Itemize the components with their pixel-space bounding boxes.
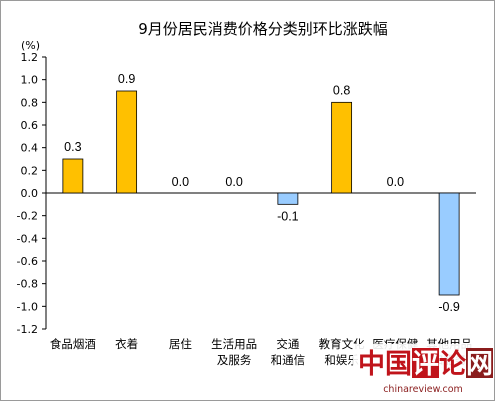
watermark-highlight: [466, 348, 493, 378]
x-tick-label: 居住: [169, 337, 192, 351]
bar: [277, 192, 299, 205]
unit-label: (%): [21, 39, 40, 52]
watermark-url: chinareview.com: [383, 384, 463, 395]
data-label: 0.3: [64, 140, 81, 154]
y-tick-label: 1.2: [21, 51, 39, 64]
bar: [438, 192, 460, 296]
y-tick-label: 0.8: [21, 96, 39, 109]
y-tick-label: -1.2: [17, 323, 38, 336]
data-label: -0.9: [438, 300, 460, 314]
data-label: -0.1: [277, 209, 299, 223]
x-tick-label: 交通: [276, 337, 299, 351]
bar: [62, 158, 84, 194]
bar: [331, 101, 353, 194]
x-tick-label: 食品烟酒: [50, 337, 96, 351]
watermark-char: 评: [412, 349, 439, 380]
y-tick-label: 0.2: [21, 164, 39, 177]
data-label: 0.0: [225, 175, 242, 189]
y-tick-label: 0.6: [21, 119, 39, 132]
data-label: 0.0: [387, 175, 404, 189]
x-tick-label: 生活用品: [211, 337, 257, 351]
chart-title: 9月份居民消费价格分类别环比涨跌幅: [138, 20, 388, 38]
watermark-char: 论: [439, 349, 467, 380]
x-tick-label: 衣着: [115, 337, 138, 351]
y-axis: 1.2 1.0 0.8 0.6 0.4 0.2 0.0 -0.2 -0.4 -0.6 -0.8 -1.…: [17, 51, 476, 336]
y-tick-label: 0.4: [21, 142, 39, 155]
data-label: 0.0: [172, 175, 189, 189]
watermark-char: 国: [385, 349, 412, 380]
y-tick-label: -0.4: [17, 232, 38, 245]
data-label: 0.8: [333, 83, 350, 97]
data-label: 0.9: [118, 72, 135, 86]
y-tick-label: 1.0: [21, 74, 39, 87]
watermark-logo: 中国评论网chinareview.com: [353, 344, 494, 400]
watermark-highlight: [412, 348, 439, 378]
x-tick-label: 及服务: [217, 353, 252, 367]
x-tick-label: 和娱乐: [324, 353, 359, 367]
y-tick-label: -0.8: [17, 278, 38, 291]
watermark-char: 中: [358, 349, 385, 380]
value-labels: 0.3 0.9 0.0 0.0 -0.1 0.8 0.0 -0.9: [64, 72, 460, 314]
y-tick-label: 0.0: [21, 187, 39, 200]
y-tick-label: -0.2: [17, 210, 38, 223]
bars: [62, 90, 460, 296]
watermark-char: 网: [466, 349, 493, 380]
bar: [116, 90, 138, 194]
y-tick-label: -0.6: [17, 255, 38, 268]
y-tick-label: -1.0: [17, 300, 38, 313]
x-tick-label: 和通信: [271, 353, 306, 367]
